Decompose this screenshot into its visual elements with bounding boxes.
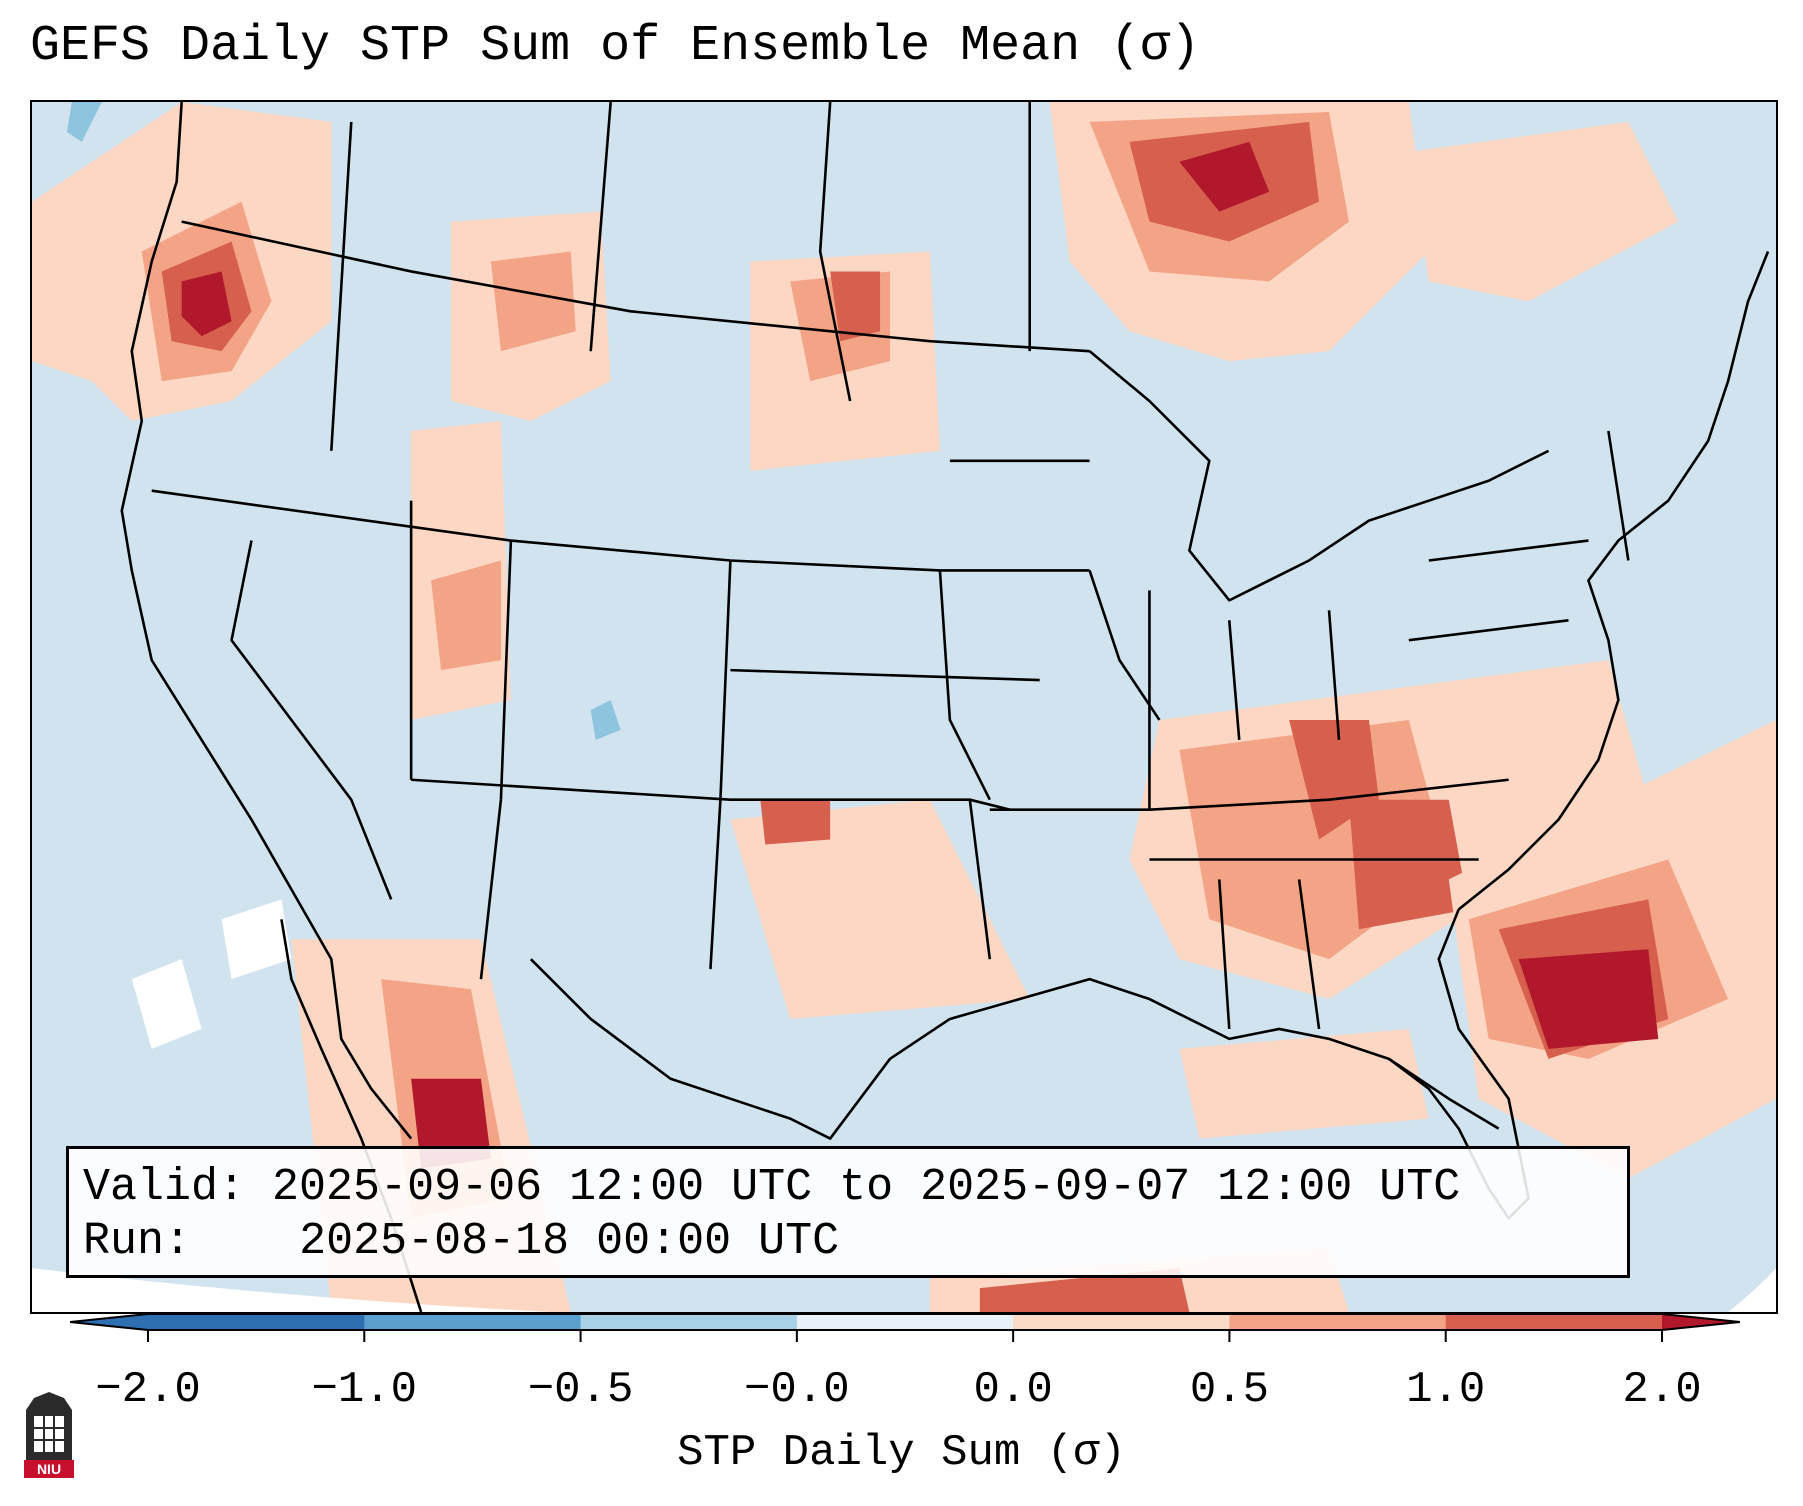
anomaly-patch: [830, 271, 881, 342]
anomaly-patch: [181, 271, 232, 337]
colorbar-segment: [148, 1314, 365, 1330]
colorbar-tick-label: −0.0: [744, 1365, 850, 1415]
colorbar-tick-label: −0.5: [527, 1365, 634, 1415]
anomaly-patch: [490, 251, 576, 352]
negative-patch: [590, 700, 621, 740]
canada-border: [181, 220, 1090, 353]
colorbar-tick-label: 0.0: [973, 1365, 1053, 1415]
anomaly-patch: [1348, 799, 1469, 930]
anomaly-patch: [979, 1268, 1190, 1312]
colorbar-segment: [1445, 1314, 1663, 1330]
colorbar-outline: [70, 1313, 1740, 1331]
colorbar-label: STP Daily Sum (σ): [677, 1428, 1126, 1478]
colorbar-segment: [1229, 1314, 1447, 1330]
colorbar-tick-label: 0.5: [1189, 1365, 1270, 1415]
anomaly-patch: [730, 799, 1030, 1019]
colorbar-segment: [580, 1314, 798, 1330]
state-line: [730, 668, 1040, 682]
run-label: Run:: [83, 1216, 192, 1267]
stp-anomaly-field: [32, 102, 1776, 1312]
state-line: [818, 102, 852, 402]
valid-value: 2025-09-06 12:00 UTC to 2025-09-07 12:00…: [272, 1162, 1461, 1213]
niu-logo: NIU: [24, 1392, 74, 1478]
colorbar-segment: [1013, 1314, 1230, 1330]
state-line: [1088, 570, 1161, 721]
logo-text: NIU: [37, 1461, 61, 1477]
state-line: [938, 570, 991, 801]
state-line: [151, 489, 1090, 572]
gulf-coast: [529, 958, 1500, 1140]
state-line: [968, 799, 992, 960]
state-line: [411, 778, 1011, 811]
negative-patch: [131, 959, 202, 1049]
state-line: [1327, 610, 1341, 740]
state-line: [1217, 879, 1231, 1030]
colorbar-segment: [364, 1314, 582, 1330]
state-line: [1297, 879, 1321, 1030]
anomaly-patch: [1408, 121, 1679, 302]
chart-title: GEFS Daily STP Sum of Ensemble Mean (σ): [30, 18, 1201, 75]
map-canvas: [32, 102, 1776, 1312]
projection-edge: [32, 1268, 551, 1312]
state-line: [989, 778, 1509, 811]
great-lakes: [1088, 350, 1550, 602]
colorbar-extend-min: [70, 1314, 148, 1330]
east-coast: [1457, 251, 1770, 911]
anomaly-patch: [1179, 141, 1270, 212]
state-line: [499, 540, 513, 800]
state-line: [709, 799, 722, 970]
anomaly-patch: [760, 799, 831, 845]
negative-patch: [221, 899, 292, 980]
colorbar-tick-label: 1.0: [1406, 1365, 1486, 1415]
state-line: [719, 560, 732, 800]
projection-edge: [1728, 1268, 1776, 1312]
colorbar-tick-label: −2.0: [95, 1365, 201, 1415]
colorbar: [70, 1313, 1740, 1342]
anomaly-patch: [1179, 1028, 1429, 1139]
west-coast: [120, 102, 413, 1140]
state-line: [230, 540, 393, 900]
state-line: [589, 102, 612, 352]
state-line: [1607, 430, 1630, 561]
colorbar-extend-max: [1662, 1314, 1740, 1330]
colorbar-segment: [796, 1314, 1014, 1330]
state-line: [1408, 619, 1569, 642]
map-panel: [30, 100, 1778, 1314]
state-line: [330, 121, 353, 451]
colorbar-tick-label: 2.0: [1622, 1365, 1702, 1415]
state-line: [479, 799, 503, 980]
run-value: 2025-08-18 00:00 UTC: [299, 1216, 840, 1267]
state-line: [1428, 539, 1589, 562]
anomaly-patch: [1518, 949, 1659, 1049]
validity-info-box: Valid: 2025-09-06 12:00 UTC to 2025-09-0…: [66, 1146, 1630, 1278]
valid-label: Valid:: [83, 1162, 246, 1213]
anomaly-patch: [431, 560, 501, 671]
negative-patch: [66, 102, 102, 142]
colorbar-tick-label: −1.0: [311, 1365, 418, 1415]
state-line: [1227, 620, 1241, 740]
